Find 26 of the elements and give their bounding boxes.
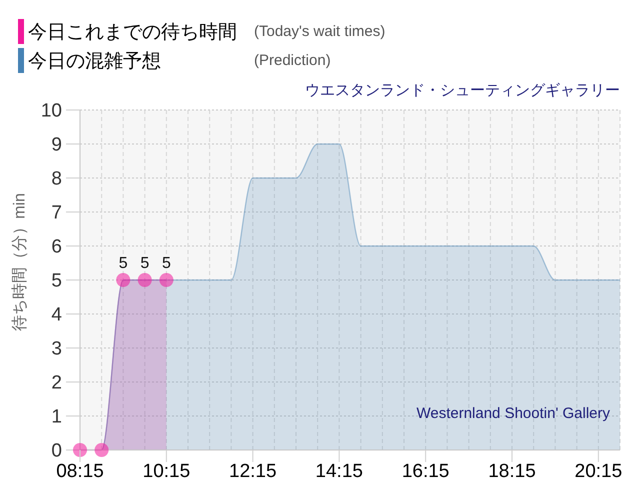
y-tick-label: 8	[51, 168, 62, 190]
y-axis-title: 待ち時間（分）min	[12, 193, 28, 331]
x-tick-label: 14:15	[315, 461, 363, 482]
y-tick-label: 6	[51, 236, 62, 258]
legend-label: 今日これまでの待ち時間 (Today's wait times)	[28, 20, 386, 44]
y-tick-label: 1	[51, 406, 62, 428]
text: 今日の混雑予想 (Prediction)	[28, 50, 331, 72]
x-tick-label: 16:15	[402, 461, 450, 482]
annotation: Westernland Shootin' Gallery	[416, 405, 610, 422]
x-tick-label: 20:15	[574, 461, 622, 482]
y-tick-label: 9	[51, 134, 62, 156]
data-label: 5	[118, 255, 128, 272]
y-tick-label: 0	[51, 440, 62, 462]
x-tick-label: 08:15	[56, 461, 104, 482]
x-tick-label: 10:15	[142, 461, 190, 482]
y-tick-label: 3	[51, 338, 62, 360]
chart-title: ウエスタンランド・シューティングギャラリー	[305, 82, 620, 99]
y-tick-label: 7	[51, 202, 62, 224]
y-tick-label: 2	[51, 372, 62, 394]
y-tick-label: 4	[51, 304, 62, 326]
x-tick-label: 18:15	[488, 461, 536, 482]
y-tick-label: 5	[51, 270, 62, 292]
x-tick-label: 12:15	[229, 461, 277, 482]
data-label: 5	[140, 255, 150, 272]
y-tick-label: 10	[40, 100, 62, 122]
data-label: 5	[162, 255, 171, 272]
